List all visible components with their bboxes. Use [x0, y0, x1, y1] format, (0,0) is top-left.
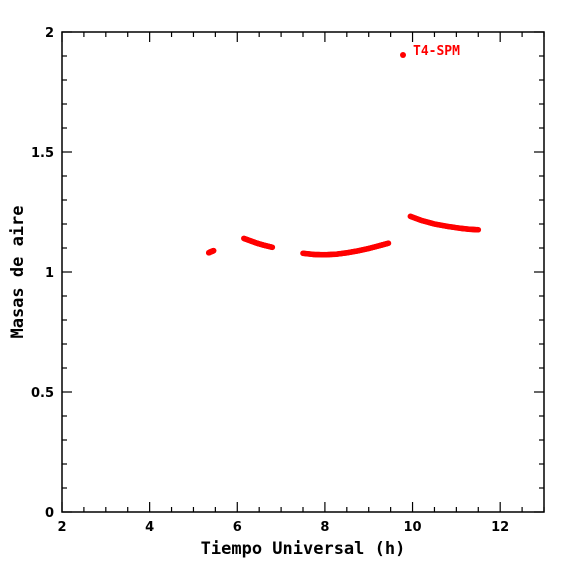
data-marks	[205, 213, 482, 258]
data-point	[269, 244, 276, 251]
y-tick-label: 2	[45, 26, 54, 41]
x-axis-label: Tiempo Universal (h)	[201, 539, 406, 559]
x-tick-label: 6	[233, 520, 242, 535]
plot-frame	[61, 31, 545, 513]
data-point	[210, 247, 217, 254]
data-point	[475, 226, 482, 233]
tick-labels: 2 4 6 8 10 12 0 0.5 1 1.5 2	[31, 26, 509, 535]
x-tick-label: 4	[145, 520, 154, 535]
data-point	[385, 240, 392, 246]
y-tick-label: 1.5	[31, 146, 54, 161]
x-tick-label: 2	[57, 520, 66, 535]
legend-marker	[400, 52, 406, 58]
x-tick-label: 8	[320, 520, 329, 535]
y-tick-label: 0	[45, 506, 54, 521]
y-axis-label: Masas de aire	[8, 205, 28, 338]
axis-ticks	[61, 31, 545, 513]
x-tick-label: 10	[403, 520, 421, 535]
legend-label: T4-SPM	[413, 44, 460, 59]
y-tick-label: 0.5	[31, 386, 54, 401]
legend: T4-SPM	[400, 44, 460, 59]
y-tick-label: 1	[45, 266, 54, 281]
x-tick-label: 12	[491, 520, 509, 535]
